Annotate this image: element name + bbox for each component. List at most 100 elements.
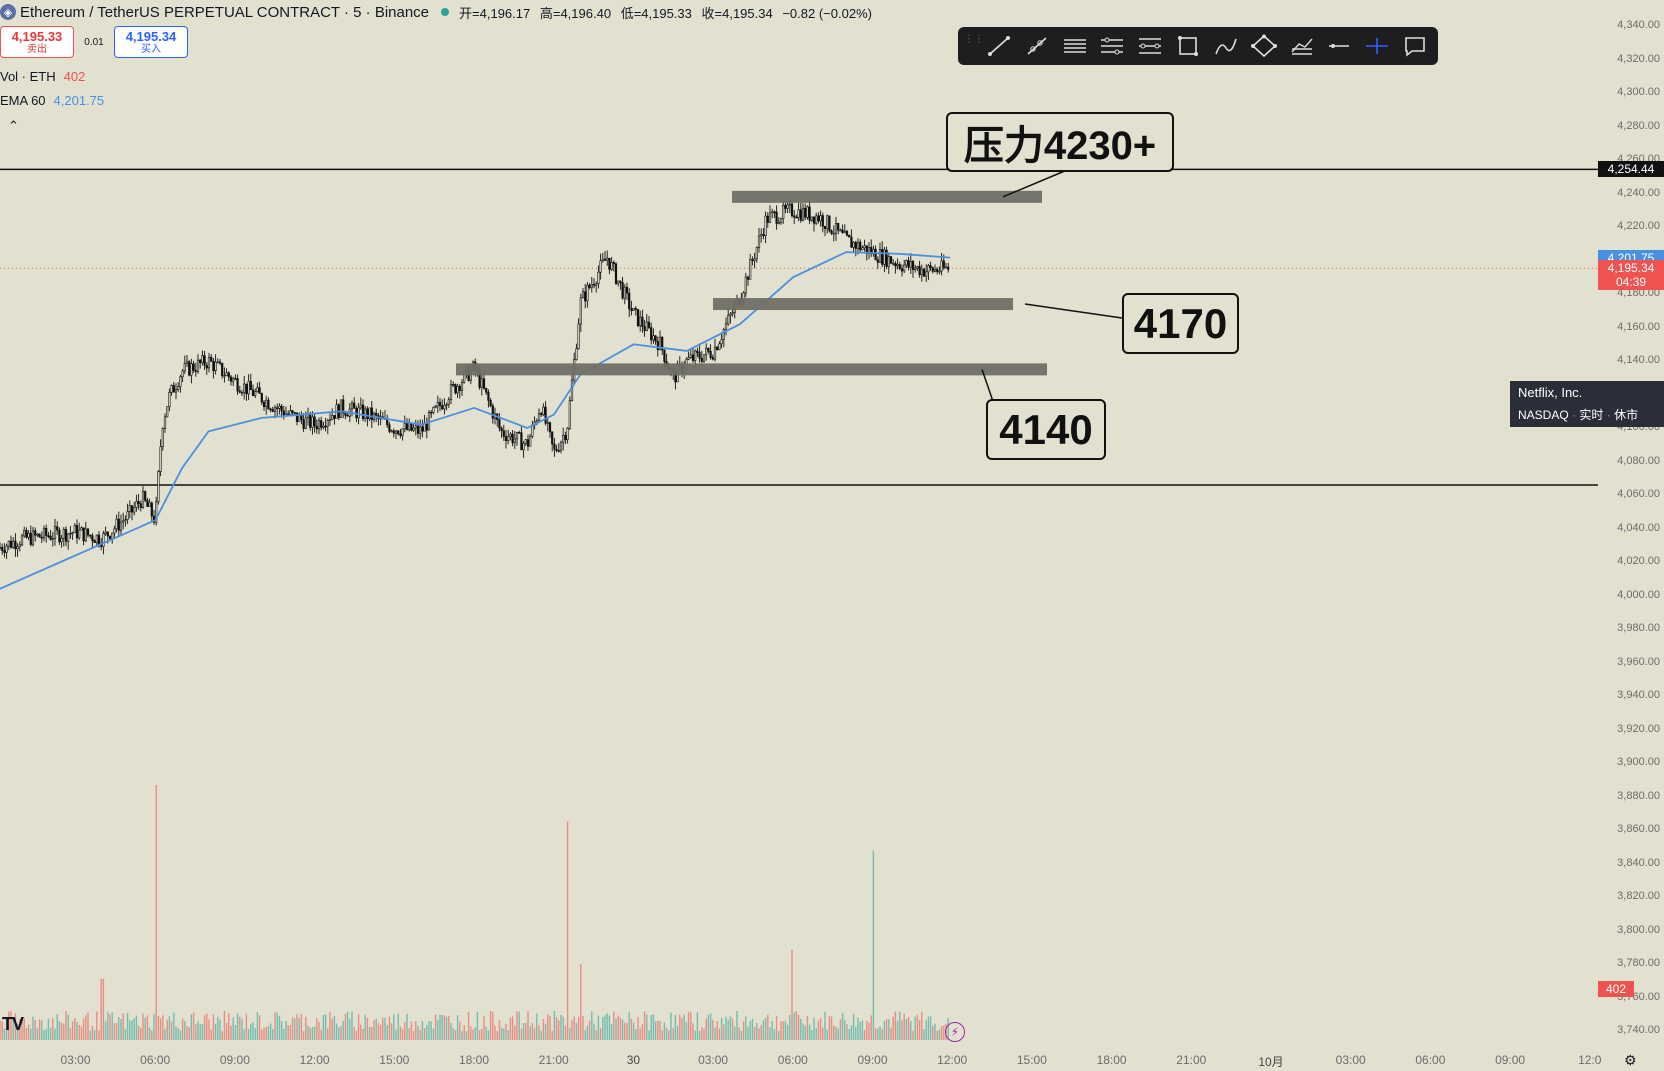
fib-icon[interactable] <box>1135 32 1165 60</box>
volume-bar-395 <box>868 1023 870 1040</box>
price-axis[interactable]: 4,340.00 4,320.00 4,300.00 4,280.00 4,260.00… <box>1598 0 1664 1050</box>
comment-icon[interactable] <box>1400 32 1430 60</box>
volume-bar-422 <box>927 1016 930 1040</box>
time-tick-label: 10月 <box>1258 1055 1284 1069</box>
collapse-legend-chevron-icon[interactable]: ⌃ <box>8 118 19 133</box>
candle-body-223 <box>489 400 492 407</box>
candle-body-38 <box>82 527 85 542</box>
tradingview-logo-icon[interactable]: TV <box>2 1014 24 1034</box>
regression-icon[interactable] <box>1097 32 1127 60</box>
price-tick-label: 3,960.00 <box>1617 655 1660 668</box>
volume-bar-292 <box>641 1024 644 1040</box>
volume-bar-304 <box>668 1030 670 1040</box>
volume-bar-184 <box>404 1021 406 1040</box>
ray-icon[interactable] <box>1022 32 1052 60</box>
volume-bar-98 <box>214 1023 217 1040</box>
support-4140-callout[interactable]: 4140 <box>986 399 1106 460</box>
candle-body-48 <box>104 531 107 534</box>
volume-bar-48 <box>104 1021 107 1040</box>
candle-body-220 <box>482 378 486 389</box>
path-icon[interactable] <box>1249 32 1279 60</box>
volume-bar-425 <box>934 1023 936 1040</box>
rectangle-icon[interactable] <box>1173 32 1203 60</box>
candle-body-66 <box>144 491 147 501</box>
symbol-tooltip[interactable]: Netflix, Inc. NASDAQ · 实时 · 休市 <box>1510 381 1664 427</box>
symbol-title[interactable]: Ethereum / TetherUS PERPETUAL CONTRACT ·… <box>20 3 430 21</box>
volume-bar-201 <box>441 1015 443 1040</box>
sell-button[interactable]: 4,195.33 卖出 <box>0 26 74 58</box>
lightning-icon[interactable]: ⚡ <box>945 1022 965 1042</box>
chart-header: ◈ Ethereum / TetherUS PERPETUAL CONTRACT… <box>0 2 878 22</box>
candle-body-285 <box>625 286 629 294</box>
candle-body-59 <box>128 505 131 512</box>
candle-body-263 <box>577 323 580 350</box>
candle-body-363 <box>797 209 800 218</box>
candle-body-51 <box>111 532 114 540</box>
candle-body-420 <box>922 268 926 277</box>
candle-body-79 <box>172 384 175 393</box>
volume-bar-54 <box>118 1016 120 1040</box>
text-lines-icon[interactable] <box>1287 32 1317 60</box>
support-4140-callout-text: 4140 <box>999 405 1093 453</box>
candle-body-192 <box>421 426 424 432</box>
horizontal-line-icon[interactable] <box>1324 32 1354 60</box>
trend-line-icon[interactable] <box>984 32 1014 60</box>
volume-bar-150 <box>329 1012 331 1040</box>
time-axis[interactable]: 03:00 06:00 09:00 12:00 15:00 18:00 21:00 30 03:… <box>0 1050 1601 1071</box>
volume-bar-361 <box>793 1012 795 1040</box>
candle-body-278 <box>610 262 613 270</box>
volume-bar-420 <box>923 1029 925 1040</box>
tooltip-title: Netflix, Inc. <box>1518 385 1583 400</box>
support-4170-callout[interactable]: 4170 <box>1122 293 1239 354</box>
drag-handle-icon[interactable]: ⋮⋮ <box>964 34 984 45</box>
candle-body-388 <box>852 242 855 248</box>
candle-body-54 <box>117 518 120 531</box>
candle-body-416 <box>914 267 917 270</box>
settings-gear-icon[interactable]: ⚙ <box>1624 1052 1637 1068</box>
trade-buttons: 4,195.33 卖出 0.01 4,195.34 买入 <box>0 26 188 58</box>
candle-body-409 <box>898 264 901 269</box>
candle-body-201 <box>441 405 444 410</box>
volume-bar-117 <box>256 1012 259 1040</box>
candle-body-344 <box>755 247 758 260</box>
candle-body-99 <box>216 361 219 364</box>
candle-body-134 <box>293 412 296 414</box>
volume-bar-296 <box>650 1014 652 1040</box>
candle-body-316 <box>694 350 697 361</box>
volume-bar-390 <box>857 1017 859 1040</box>
parallel-channel-icon[interactable] <box>1060 32 1090 60</box>
price-tick-label: 3,740.00 <box>1617 1024 1660 1036</box>
candle-body-1 <box>1 546 4 551</box>
volume-bar-152 <box>333 1015 336 1040</box>
time-tick-label: 12:00 <box>937 1053 968 1067</box>
volume-bar-27 <box>58 1021 61 1040</box>
volume-bar-328 <box>720 1018 723 1040</box>
candle-body-376 <box>826 215 829 230</box>
volume-bar-103 <box>225 1022 228 1040</box>
candle-body-275 <box>603 258 607 261</box>
brush-icon[interactable] <box>1211 32 1241 60</box>
candle-body-207 <box>454 384 457 394</box>
crosshair-icon[interactable] <box>1362 32 1392 60</box>
volume-bar-70 <box>153 1014 155 1040</box>
resistance-callout[interactable]: 压力4230+ <box>946 112 1174 172</box>
volume-bar-284 <box>624 1022 626 1040</box>
volume-bar-403 <box>885 1019 888 1040</box>
candle-body-68 <box>148 502 151 507</box>
volume-bar-381 <box>837 1028 839 1040</box>
volume-indicator-legend[interactable]: Vol · ETH 402 <box>0 69 85 84</box>
candle-body-115 <box>251 389 255 396</box>
ema-indicator-legend[interactable]: EMA 60 4,201.75 <box>0 93 104 108</box>
volume-bar-121 <box>265 1026 267 1040</box>
candle-body-0 <box>0 546 2 549</box>
volume-bar-129 <box>283 1028 285 1040</box>
candle-body-283 <box>621 282 624 299</box>
buy-button[interactable]: 4,195.34 买入 <box>114 26 188 58</box>
volume-bar-120 <box>263 1027 265 1040</box>
volume-bar-247 <box>542 1018 545 1040</box>
volume-bar-198 <box>434 1014 437 1040</box>
volume-bar-11 <box>23 1018 25 1040</box>
tooltip-realtime: 实时 <box>1579 408 1604 422</box>
candle-body-346 <box>760 234 763 237</box>
